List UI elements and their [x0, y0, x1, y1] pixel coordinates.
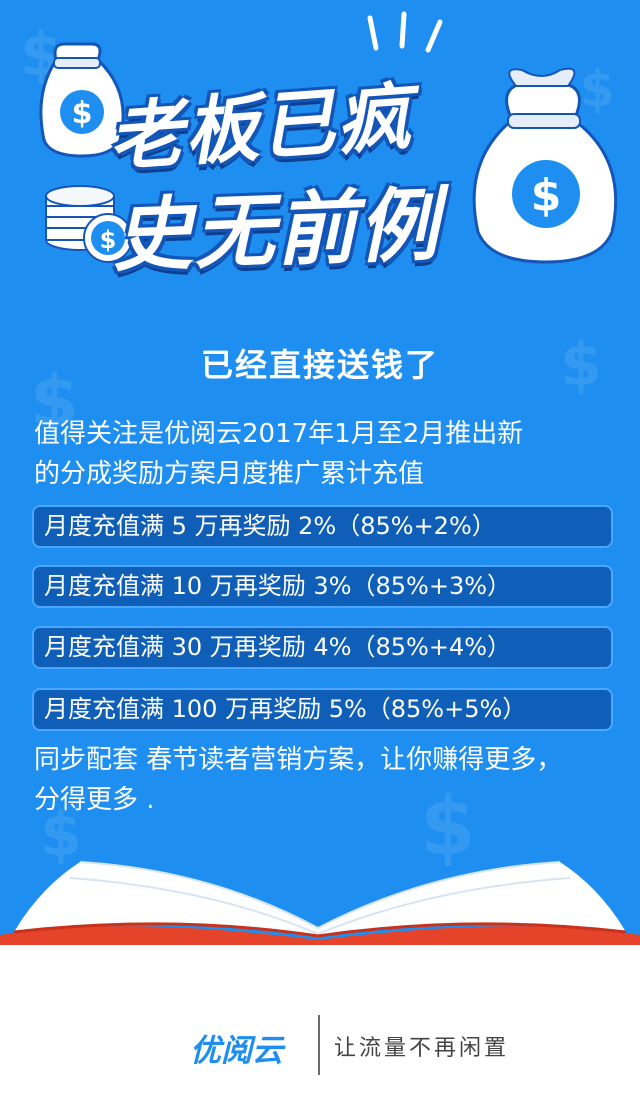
reward-tier-30w: 月度充值满 30 万再奖励 4%（85%+4%）	[32, 626, 613, 669]
faint-dollar-decoration: $	[580, 60, 615, 118]
footer-divider	[318, 1015, 320, 1075]
intro-text: 值得关注是优阅云2017年1月至2月推出新 的分成奖励方案月度推广累计充值	[34, 414, 624, 494]
money-bag-icon: $	[472, 67, 618, 264]
headline-line-2: 史无前例	[110, 178, 442, 283]
reward-tier-10w: 月度充值满 10 万再奖励 3%（85%+3%）	[32, 565, 613, 608]
svg-text:$: $	[100, 226, 117, 254]
faint-dollar-decoration: $	[420, 780, 476, 873]
faint-dollar-decoration: $	[40, 800, 82, 870]
outro-line: 同步配套 春节读者营销方案，让你赚得更多，	[34, 745, 563, 775]
intro-line: 的分成奖励方案月度推广累计充值	[34, 459, 425, 489]
intro-line: 值得关注是优阅云2017年1月至2月推出新	[34, 419, 524, 449]
hero-illustration: $ $ $	[39, 11, 618, 264]
brand-logo: 优阅云	[190, 1033, 283, 1069]
burst-lines-icon	[367, 11, 443, 53]
outro-text: 同步配套 春节读者营销方案，让你赚得更多， 分得更多 .	[34, 740, 634, 820]
brand-slogan: 让流量不再闲置	[334, 1036, 510, 1061]
subtitle: 已经直接送钱了	[200, 346, 439, 384]
blue-background: $ $ $ $ $ $ $	[0, 0, 640, 945]
reward-tier-100w: 月度充值满 100 万再奖励 5%（85%+5%）	[32, 688, 613, 731]
svg-text:$: $	[531, 170, 562, 221]
money-bag-icon: $	[39, 42, 125, 158]
open-book-icon	[0, 861, 640, 945]
footer	[0, 945, 640, 1100]
faint-dollar-decoration: $	[30, 360, 79, 442]
coin-stack-icon: $	[45, 185, 133, 263]
outro-line: 分得更多 .	[34, 785, 155, 815]
faint-dollar-decoration: $	[560, 330, 602, 400]
reward-tier-5w: 月度充值满 5 万再奖励 2%（85%+2%）	[32, 505, 613, 548]
svg-text:$: $	[72, 96, 93, 131]
